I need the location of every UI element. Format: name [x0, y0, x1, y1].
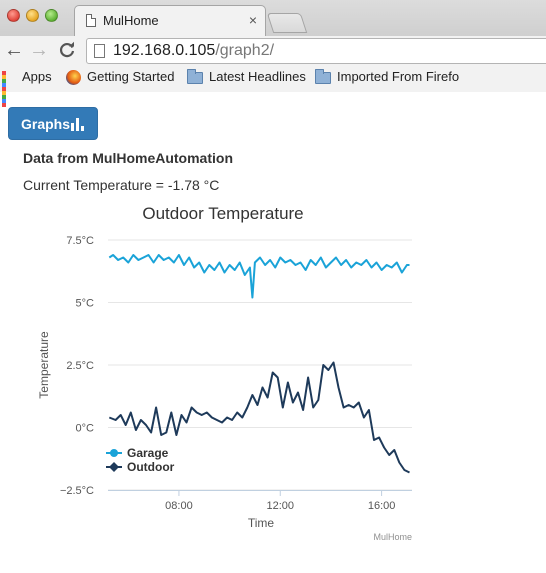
bookmark-latest-headlines[interactable]: Latest Headlines	[187, 68, 306, 84]
bookmark-getting-started[interactable]: Getting Started	[66, 69, 175, 86]
firefox-icon	[66, 70, 81, 86]
x-tick-label: 16:00	[368, 500, 396, 512]
chart-title: Outdoor Temperature	[142, 204, 303, 223]
tab-strip: MulHome ×	[0, 0, 546, 36]
bookmark-label: Latest Headlines	[209, 69, 306, 84]
x-tick-label: 08:00	[165, 500, 193, 512]
y-axis-ticks: 7.5°C 5°C 2.5°C 0°C −2.5°C	[60, 235, 94, 497]
address-bar[interactable]: 192.168.0.105/graph2/	[86, 38, 546, 64]
x-tick-label: 12:00	[267, 500, 295, 512]
apps-grid-icon	[2, 70, 16, 107]
tab-title: MulHome	[103, 13, 159, 28]
temperature-chart: Outdoor Temperature 7.5°C 5°C 2.5°C 0°C −2.5…	[37, 204, 412, 542]
legend-garage-marker	[110, 449, 118, 457]
url-text[interactable]: 192.168.0.105/graph2/	[113, 42, 274, 60]
y-tick-label: 5°C	[76, 298, 95, 310]
legend-outdoor-label: Outdoor	[127, 460, 175, 474]
bar-chart-icon	[71, 118, 85, 131]
y-axis-label: Temperature	[37, 331, 51, 399]
legend-item-outdoor[interactable]: Outdoor	[106, 460, 175, 474]
folder-icon	[187, 68, 203, 84]
new-tab-button[interactable]	[266, 13, 308, 33]
y-tick-label: −2.5°C	[60, 485, 94, 497]
forward-arrow-icon[interactable]: →	[29, 39, 49, 61]
graphs-button-label: Graphs	[21, 116, 71, 132]
window-close-button[interactable]	[7, 9, 20, 22]
bookmark-label: Getting Started	[87, 69, 175, 84]
legend-outdoor-marker	[109, 462, 119, 472]
x-axis-label: Time	[248, 516, 275, 530]
x-axis-ticks: 08:00 12:00 16:00	[165, 490, 395, 512]
browser-chrome: MulHome × ← → 192.168.0.105/graph2/ Apps	[0, 0, 546, 107]
tab-close-icon[interactable]: ×	[248, 12, 257, 28]
y-tick-label: 2.5°C	[66, 360, 94, 372]
series-line-outdoor[interactable]	[108, 361, 410, 474]
legend-garage-label: Garage	[127, 446, 169, 460]
reload-icon[interactable]	[58, 39, 76, 65]
bookmark-label: Imported From Firefo	[337, 69, 460, 84]
y-tick-label: 7.5°C	[66, 235, 94, 247]
window-minimize-button[interactable]	[26, 9, 39, 22]
series-line-garage[interactable]	[108, 254, 410, 299]
page-heading: Data from MulHomeAutomation	[23, 150, 233, 166]
back-arrow-icon[interactable]: ←	[4, 39, 24, 61]
bookmark-imported-from-firefox[interactable]: Imported From Firefo	[315, 68, 460, 84]
window-maximize-button[interactable]	[45, 9, 58, 22]
document-icon	[86, 14, 96, 27]
url-path: /graph2/	[215, 42, 275, 59]
navigation-toolbar: ← → 192.168.0.105/graph2/	[0, 36, 546, 66]
bookmark-apps[interactable]: Apps	[2, 69, 52, 107]
page-icon	[94, 44, 105, 58]
bookmark-label: Apps	[22, 69, 52, 84]
chart-legend: Garage Outdoor	[106, 446, 175, 474]
current-temperature: Current Temperature = -1.78 °C	[23, 177, 220, 193]
chart-series	[108, 254, 410, 474]
y-tick-label: 0°C	[76, 423, 95, 435]
folder-icon	[315, 68, 331, 84]
graphs-button[interactable]: Graphs	[8, 107, 98, 140]
legend-item-garage[interactable]: Garage	[106, 446, 169, 460]
chart-grid	[108, 239, 412, 491]
chart-credit[interactable]: MulHome	[373, 532, 412, 542]
url-host: 192.168.0.105	[113, 42, 216, 59]
tab-mulhome[interactable]: MulHome ×	[74, 5, 266, 36]
bookmarks-bar: Apps Getting Started Latest Headlines Im…	[0, 66, 546, 107]
